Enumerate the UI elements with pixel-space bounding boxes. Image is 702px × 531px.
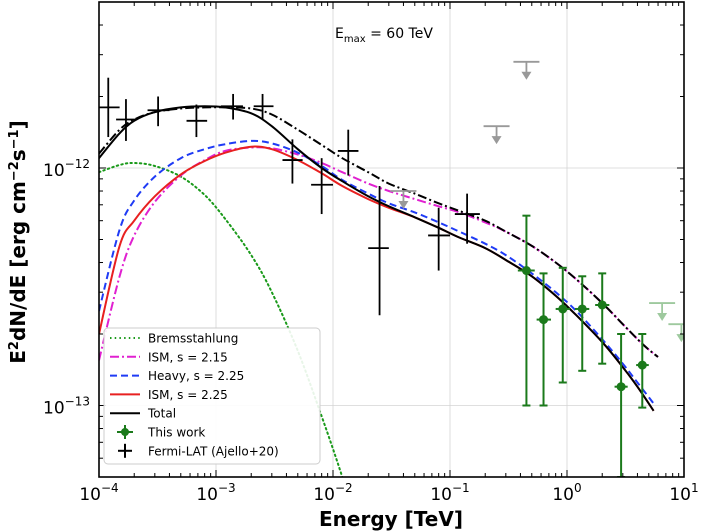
legend-label: Heavy, s = 2.25 xyxy=(148,369,244,383)
legend-label: Total xyxy=(147,407,176,421)
fermi-lat-point xyxy=(368,185,389,316)
this-work-marker xyxy=(597,300,607,310)
y-tick-labels: 10−13 10−12 xyxy=(43,157,90,419)
legend-label: Bremsstahlung xyxy=(148,332,238,346)
upper-limit-arrow xyxy=(676,334,684,343)
x-tick-label: 10−2 xyxy=(313,481,352,505)
legend-label: ISM, s = 2.25 xyxy=(148,388,228,402)
fermi-lat-point xyxy=(311,158,333,215)
x-tick-label: 10−1 xyxy=(430,481,469,505)
x-tick-label: 10−3 xyxy=(196,481,235,505)
fermi-lat-point xyxy=(337,129,359,176)
points-layer xyxy=(99,60,684,477)
series-line-bremsstahlung xyxy=(99,161,344,477)
this-work-point xyxy=(517,214,535,407)
this-work-point xyxy=(574,275,590,372)
series-layer xyxy=(99,105,659,477)
fermi-lat-point xyxy=(220,93,243,120)
upper-limit-marker xyxy=(483,125,510,145)
legend-box xyxy=(103,327,321,465)
this-work-marker xyxy=(577,304,587,314)
upper-limit-marker xyxy=(649,302,676,322)
upper-limit-arrow xyxy=(491,136,502,145)
x-tick-label: 101 xyxy=(669,481,698,505)
this-work-point xyxy=(595,272,610,365)
x-tick-label: 100 xyxy=(552,481,581,505)
this-work-marker xyxy=(539,315,549,325)
y-tick-label: 10−13 xyxy=(43,395,90,419)
fermi-lat-point xyxy=(186,104,208,138)
this-work-point xyxy=(555,266,570,384)
legend-entry: ISM, s = 2.25 xyxy=(110,388,228,402)
fermi-lat-point xyxy=(253,93,274,120)
x-axis-title: Energy [TeV] xyxy=(319,507,463,531)
legend-label: Fermi-LAT (Ajello+20) xyxy=(148,444,279,458)
fermi-lat-point xyxy=(116,99,137,141)
this-work-marker xyxy=(616,382,626,392)
x-tick-label: 10−4 xyxy=(79,481,118,505)
legend-swatch-marker xyxy=(121,428,129,436)
upper-limit-arrow xyxy=(398,201,409,210)
upper-limit-arrow xyxy=(657,313,668,322)
legend-entry: ISM, s = 2.15 xyxy=(110,350,228,364)
upper-limit-marker xyxy=(390,190,417,210)
fermi-lat-point xyxy=(454,193,480,244)
fermi-lat-point xyxy=(282,139,303,184)
legend-entry: This work xyxy=(117,425,205,440)
y-axis-title: E2dN/dE [erg cm−2s−1] xyxy=(6,120,30,364)
emax-annotation: Emax = 60 TeV xyxy=(335,26,433,45)
upper-limit-arrow xyxy=(521,71,532,80)
this-work-point xyxy=(536,272,552,407)
series-line-heavy-s-2-25 xyxy=(99,139,655,405)
legend-label: This work xyxy=(147,426,205,440)
this-work-marker xyxy=(558,304,568,314)
fermi-lat-point xyxy=(147,96,170,127)
fermi-lat-point xyxy=(428,207,450,271)
legend-label: ISM, s = 2.15 xyxy=(148,350,228,364)
this-work-marker xyxy=(521,266,531,276)
series-line-total xyxy=(99,105,655,412)
series-line-total-dash-dot xyxy=(99,106,659,358)
y-tick-label: 10−12 xyxy=(43,157,90,181)
x-tick-labels: 10−4 10−3 10−2 10−1 100 101 xyxy=(79,481,698,505)
legend-entry: Bremsstahlung xyxy=(110,332,238,346)
legend-entry: Fermi-LAT (Ajello+20) xyxy=(118,443,279,458)
legend: Bremsstahlung ISM, s = 2.15 Heavy, s = 2.2… xyxy=(103,327,321,465)
this-work-point xyxy=(636,333,649,409)
this-work-point xyxy=(614,333,628,477)
legend-entry: Heavy, s = 2.25 xyxy=(110,369,244,383)
legend-entry: Total xyxy=(110,407,176,421)
this-work-marker xyxy=(637,360,647,370)
upper-limit-marker xyxy=(513,60,540,80)
fermi-lat-point xyxy=(99,77,120,138)
